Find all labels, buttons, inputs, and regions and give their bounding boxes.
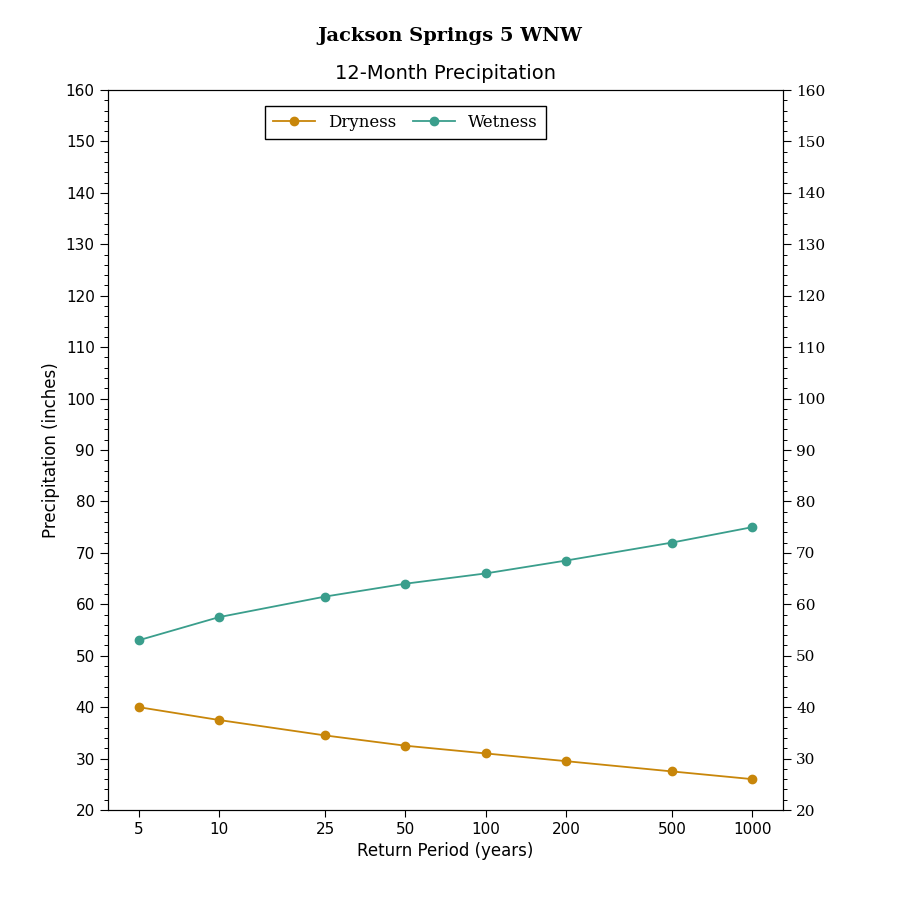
Legend: Dryness, Wetness: Dryness, Wetness [265, 105, 546, 140]
Y-axis label: Precipitation (inches): Precipitation (inches) [42, 362, 60, 538]
X-axis label: Return Period (years): Return Period (years) [357, 842, 534, 860]
Title: 12-Month Precipitation: 12-Month Precipitation [335, 64, 556, 83]
Text: Jackson Springs 5 WNW: Jackson Springs 5 WNW [318, 27, 582, 45]
